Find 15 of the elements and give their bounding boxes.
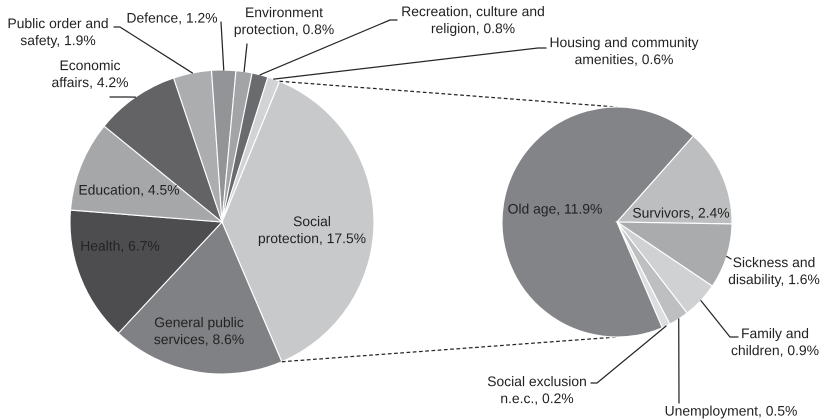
slice-label: Social exclusion n.e.c., 0.2% [488,376,586,405]
slice-label: Recreation, culture and religion, 0.8% [402,6,544,36]
slice-label: Economic affairs, 4.2% [52,60,128,89]
slice-label: Public order and safety, 1.9% [8,18,108,48]
slice-label: Education, 4.5% [80,184,180,196]
slice-label: Family and children, 0.9% [732,328,819,357]
slice-label: Survivors, 2.4% [633,208,730,220]
slice-label: Unemployment, 0.5% [666,406,797,418]
slice-label: Old age, 11.9% [508,204,602,216]
slice-label: Social protection, 17.5% [258,216,366,246]
slice-label: Sickness and disability, 1.6% [728,257,820,287]
slice-label: Defence, 1.2% [128,12,218,24]
slice-label: Housing and community amenities, 0.6% [550,37,698,66]
slice-label: Environment protection, 0.8% [234,7,334,37]
slice-label: General public services, 8.6% [154,317,244,346]
